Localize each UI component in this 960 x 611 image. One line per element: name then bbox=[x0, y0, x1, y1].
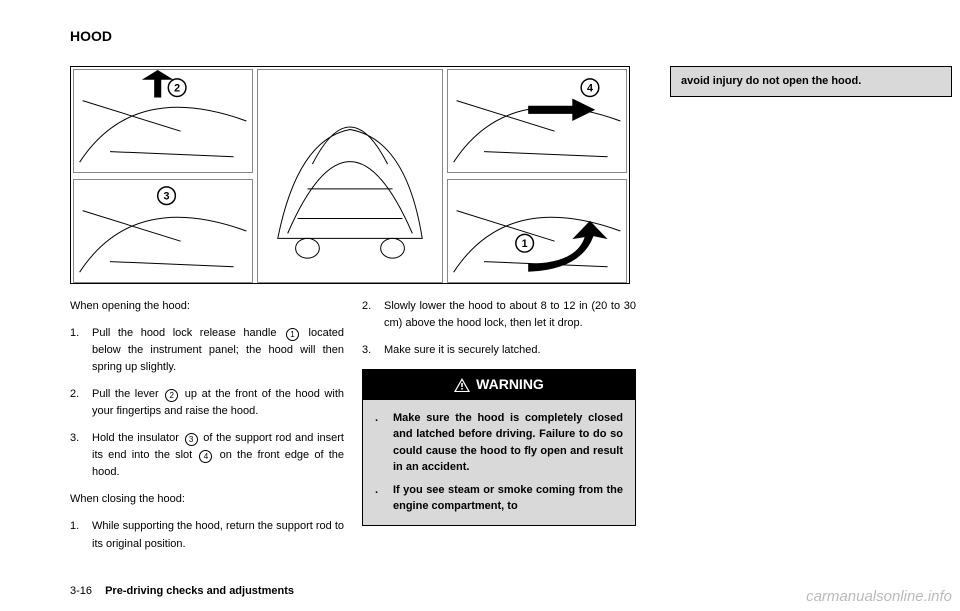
layout-overlay: SPA2572 2341 When opening the hood: 1.Pu… bbox=[70, 66, 940, 292]
closing-steps-b: 2.Slowly lower the hood to about 8 to 12… bbox=[362, 298, 636, 359]
watermark: carmanualsonline.info bbox=[806, 588, 952, 605]
text-col-1: When opening the hood: 1.Pull the hood l… bbox=[70, 298, 344, 563]
text-col-2: 2.Slowly lower the hood to about 8 to 12… bbox=[362, 298, 636, 526]
section-title: HOOD bbox=[70, 28, 930, 44]
page-footer: 3-16 Pre-driving checks and adjustments bbox=[70, 585, 294, 597]
closing-step-3: 3.Make sure it is securely latched. bbox=[362, 342, 636, 359]
diagram: SPA2572 2341 bbox=[70, 66, 630, 284]
warning-bullet-2: .If you see steam or smoke coming from t… bbox=[375, 482, 623, 515]
diagram-panel: 1 bbox=[447, 179, 627, 283]
opening-steps: 1.Pull the hood lock release handle 1 lo… bbox=[70, 325, 344, 481]
closing-step-1: 1.While supporting the hood, return the … bbox=[70, 518, 344, 552]
warning-label: WARNING bbox=[476, 374, 544, 396]
svg-text:2: 2 bbox=[174, 83, 180, 95]
svg-text:1: 1 bbox=[522, 238, 528, 250]
warning-triangle-icon bbox=[454, 378, 470, 392]
diagram-panel: 3 bbox=[73, 179, 253, 283]
diagram-panel bbox=[257, 69, 443, 283]
diagram-panel: 4 bbox=[447, 69, 627, 173]
warning-box: WARNING .Make sure the hood is completel… bbox=[362, 369, 636, 526]
opening-step-1: 1.Pull the hood lock release handle 1 lo… bbox=[70, 325, 344, 376]
opening-intro: When opening the hood: bbox=[70, 298, 344, 315]
svg-text:4: 4 bbox=[587, 83, 593, 95]
footer-section: Pre-driving checks and adjustments bbox=[105, 585, 294, 597]
closing-steps-a: 1.While supporting the hood, return the … bbox=[70, 518, 344, 552]
svg-text:3: 3 bbox=[164, 191, 170, 203]
page-number: 3-16 bbox=[70, 585, 92, 597]
closing-step-2: 2.Slowly lower the hood to about 8 to 12… bbox=[362, 298, 636, 332]
warning-header: WARNING bbox=[363, 370, 635, 400]
warning-body: .Make sure the hood is completely closed… bbox=[363, 400, 635, 525]
diagram-panel: 2 bbox=[73, 69, 253, 173]
opening-step-3: 3.Hold the insulator 3 of the support ro… bbox=[70, 430, 344, 481]
closing-intro: When closing the hood: bbox=[70, 491, 344, 508]
warning-bullet-1: .Make sure the hood is completely closed… bbox=[375, 410, 623, 476]
opening-step-2: 2.Pull the lever 2 up at the front of th… bbox=[70, 386, 344, 420]
